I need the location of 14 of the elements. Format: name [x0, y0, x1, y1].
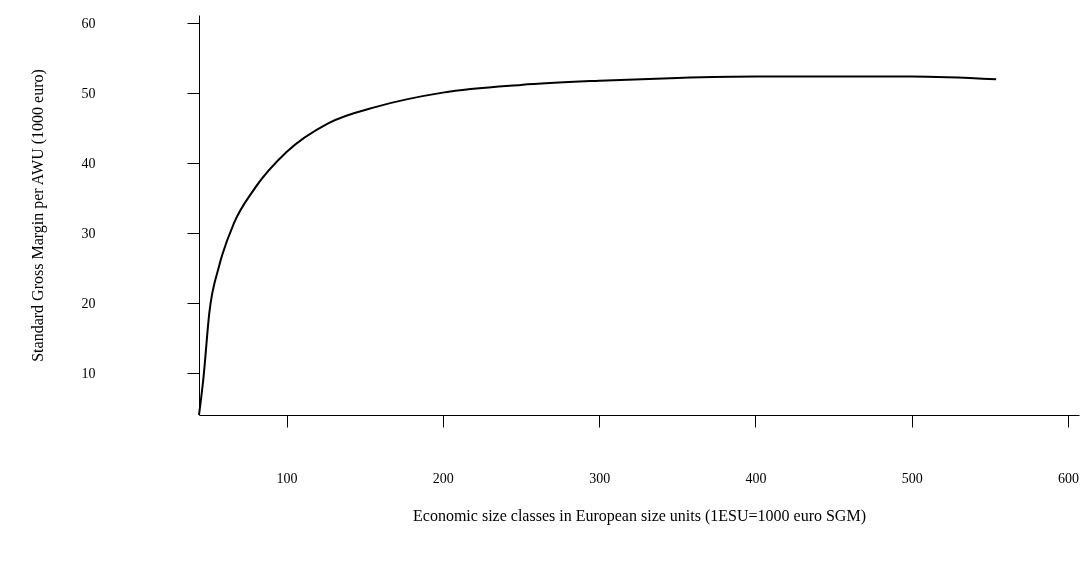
y-tick-label: 30: [81, 225, 96, 241]
y-tick-label: 60: [81, 15, 96, 31]
x-axis-title: Economic size classes in European size units (1ESU=1000 euro SGM): [413, 506, 866, 525]
x-tick-label: 600: [1058, 470, 1080, 486]
x-tick-label: 300: [589, 470, 611, 486]
x-tick-label: 400: [745, 470, 767, 486]
y-tick-label: 40: [81, 155, 96, 171]
y-tick-label: 20: [81, 295, 96, 311]
y-tick-label: 10: [81, 365, 96, 381]
y-axis-title: Standard Gross Margin per AWU (1000 euro): [28, 69, 47, 362]
x-tick-label: 200: [432, 470, 454, 486]
x-tick-label: 100: [276, 470, 298, 486]
x-tick-label: 500: [901, 470, 923, 486]
y-tick-label: 50: [81, 85, 96, 101]
